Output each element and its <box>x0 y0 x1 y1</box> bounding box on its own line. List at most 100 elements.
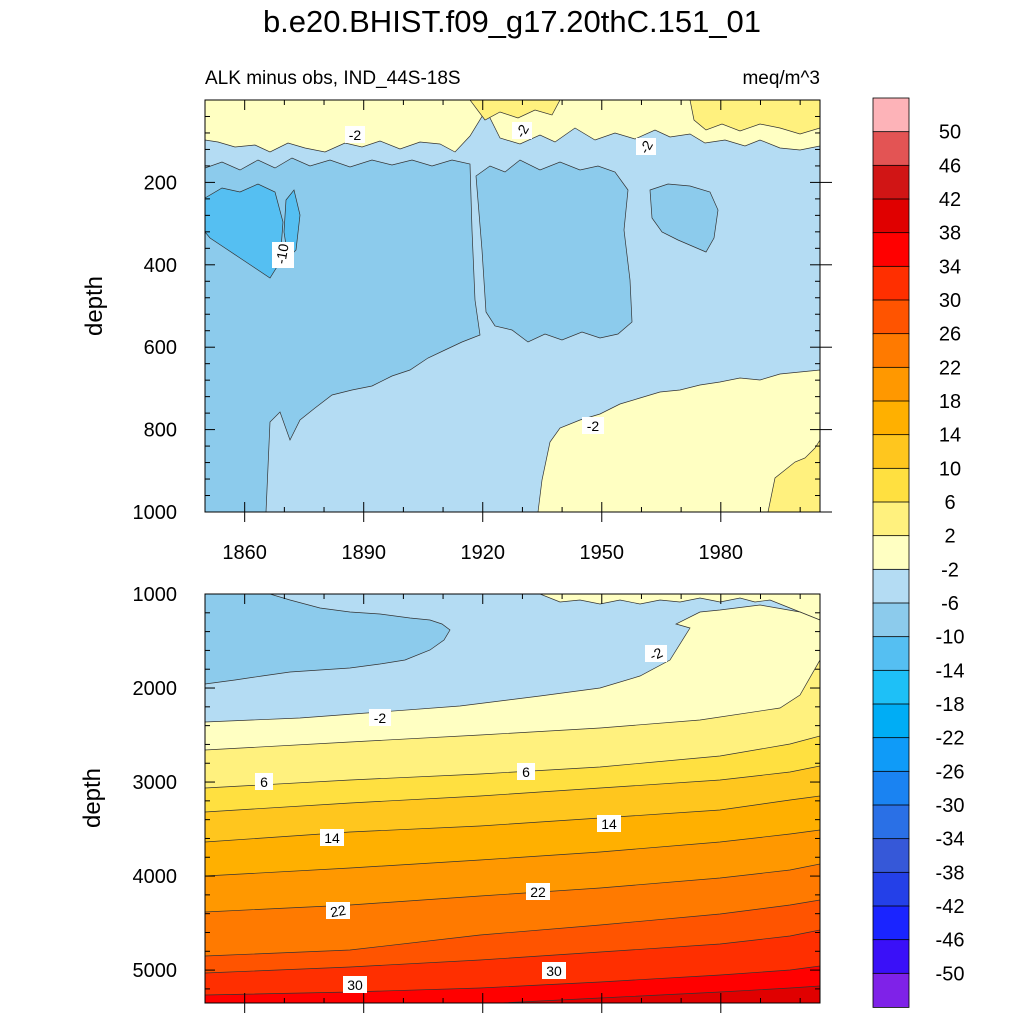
colorbar-tick-label: 30 <box>939 290 961 312</box>
colorbar-bin <box>872 871 910 907</box>
lower-band-neg6-neg10 <box>205 594 451 685</box>
colorbar-bin <box>872 164 910 200</box>
upper-panel: ALK minus obs, IND_44S-18S meq/m^3 <box>81 68 832 564</box>
colorbar-tick-label: -2 <box>941 559 959 581</box>
lower-panel: -2 -2 6 6 14 14 22 22 30 30 1000 2000 3000… <box>79 584 821 1013</box>
upper-plot-frame <box>204 99 821 513</box>
upper-x-tick-label: 1980 <box>699 542 744 564</box>
colorbar-bin <box>872 905 910 941</box>
lower-contour-label-5: 14 <box>324 830 340 846</box>
upper-band-2-neg2-deep <box>537 369 820 512</box>
upper-panel-right-title: meq/m^3 <box>742 68 820 89</box>
colorbar-tick-label: 26 <box>939 324 961 346</box>
upper-x-tick-label: 1920 <box>460 542 505 564</box>
upper-y-tick-label: 800 <box>144 420 177 442</box>
upper-contour-fill <box>205 100 820 512</box>
colorbar-bin <box>872 131 910 167</box>
upper-band-neg6-neg10-middle <box>475 159 633 343</box>
upper-panel-left-title: ALK minus obs, IND_44S-18S <box>205 68 461 89</box>
lower-contour-label-6: 14 <box>601 816 617 832</box>
colorbar-bin <box>872 636 910 672</box>
colorbar-bin <box>872 400 910 436</box>
colorbar-bin <box>872 804 910 840</box>
colorbar-bin <box>872 770 910 806</box>
colorbar-tick-label: 14 <box>939 425 961 447</box>
colorbar-bin <box>872 366 910 402</box>
lower-y-tick-label: 2000 <box>133 678 178 700</box>
upper-contour-label-1: -2 <box>349 127 362 143</box>
lower-contour-label-2: -2 <box>374 710 387 726</box>
colorbar-tick-label: -46 <box>936 930 965 952</box>
colorbar: 50 46 42 38 34 30 26 22 18 14 10 6 2 -2 -6 -10 -14 -18 -22… <box>872 97 965 1008</box>
lower-contour-label-8: 22 <box>530 884 546 900</box>
colorbar-tick-label: 42 <box>939 189 961 211</box>
colorbar-tick-label: -18 <box>936 694 965 716</box>
lower-band-42-38 <box>499 985 820 1003</box>
lower-plot-frame <box>204 593 821 1004</box>
upper-x-tick-label: 1860 <box>222 542 267 564</box>
upper-x-tick-label: 1890 <box>341 542 386 564</box>
upper-y-tick-label: 400 <box>144 255 177 277</box>
colorbar-bin <box>872 737 910 773</box>
upper-y-tick-label: 600 <box>144 337 177 359</box>
upper-y-axis-label: depth <box>81 276 108 336</box>
colorbar-bin <box>872 467 910 503</box>
colorbar-bin <box>872 669 910 705</box>
colorbar-tick-label: -42 <box>936 896 965 918</box>
upper-band-6-2-patch <box>689 100 820 135</box>
colorbar-bin <box>872 703 910 739</box>
colorbar-tick-label: 6 <box>944 492 955 514</box>
colorbar-bin <box>872 299 910 335</box>
lower-band-38-34 <box>205 965 820 1003</box>
colorbar-tick-label: 38 <box>939 223 961 245</box>
upper-y-tick-label: 1000 <box>133 502 178 524</box>
colorbar-tick-label: -14 <box>936 660 965 682</box>
colorbar-tick-label: -30 <box>936 795 965 817</box>
lower-y-tick-label: 4000 <box>133 866 178 888</box>
lower-y-tick-label: 3000 <box>133 772 178 794</box>
upper-y-tick-label: 200 <box>144 172 177 194</box>
colorbar-tick-label: 46 <box>939 155 961 177</box>
upper-band-neg10-neg14-patch2 <box>283 189 301 259</box>
upper-contour-label-4: -10 <box>272 242 291 265</box>
upper-x-tick-label: 1950 <box>580 542 625 564</box>
upper-contour-labels: -2 -2 -2 -10 -2 <box>272 121 656 434</box>
colorbar-tick-label: -22 <box>936 728 965 750</box>
upper-band-neg10-neg14 <box>205 183 284 279</box>
lower-contour-label-9: 30 <box>347 977 363 993</box>
colorbar-tick-label: 18 <box>939 391 961 413</box>
colorbar-bin <box>872 535 910 571</box>
lower-contour-label-3: 6 <box>260 774 268 790</box>
colorbar-bin <box>872 568 910 604</box>
colorbar-bin <box>872 602 910 638</box>
colorbar-bin <box>872 97 910 133</box>
lower-contour-label-4: 6 <box>522 764 530 780</box>
colorbar-bin <box>872 838 910 874</box>
colorbar-tick-label: 34 <box>939 256 961 278</box>
lower-contour-label-10: 30 <box>546 963 562 979</box>
colorbar-bin <box>872 198 910 234</box>
lower-y-tick-label: 5000 <box>133 960 178 982</box>
colorbar-bin <box>872 939 910 975</box>
lower-y-ticks: 1000 2000 3000 4000 5000 <box>133 584 820 990</box>
colorbar-tick-label: -10 <box>936 627 965 649</box>
upper-y-ticks: 200 400 600 800 1000 <box>133 99 832 524</box>
colorbar-bin <box>872 501 910 537</box>
colorbar-bin <box>872 972 910 1008</box>
colorbar-tick-label: 10 <box>939 458 961 480</box>
colorbar-bin <box>872 232 910 268</box>
colorbar-tick-label: -6 <box>941 593 959 615</box>
lower-contour-labels: -2 -2 6 6 14 14 22 22 30 30 <box>255 644 667 993</box>
colorbar-tick-label: 22 <box>939 357 961 379</box>
colorbar-tick-label: -26 <box>936 761 965 783</box>
lower-contour-label-7: 22 <box>329 902 347 920</box>
lower-y-tick-label: 1000 <box>133 584 178 606</box>
upper-band-6-2-deep <box>767 439 820 512</box>
lower-contour-fill <box>205 594 820 1003</box>
colorbar-tick-label: 50 <box>939 122 961 144</box>
upper-x-ticks: 1860 1890 1920 1950 1980 <box>204 100 801 564</box>
lower-y-axis-label: depth <box>79 768 106 828</box>
upper-band-6-2-patch2 <box>469 100 561 121</box>
colorbar-tick-label: -34 <box>936 829 965 851</box>
